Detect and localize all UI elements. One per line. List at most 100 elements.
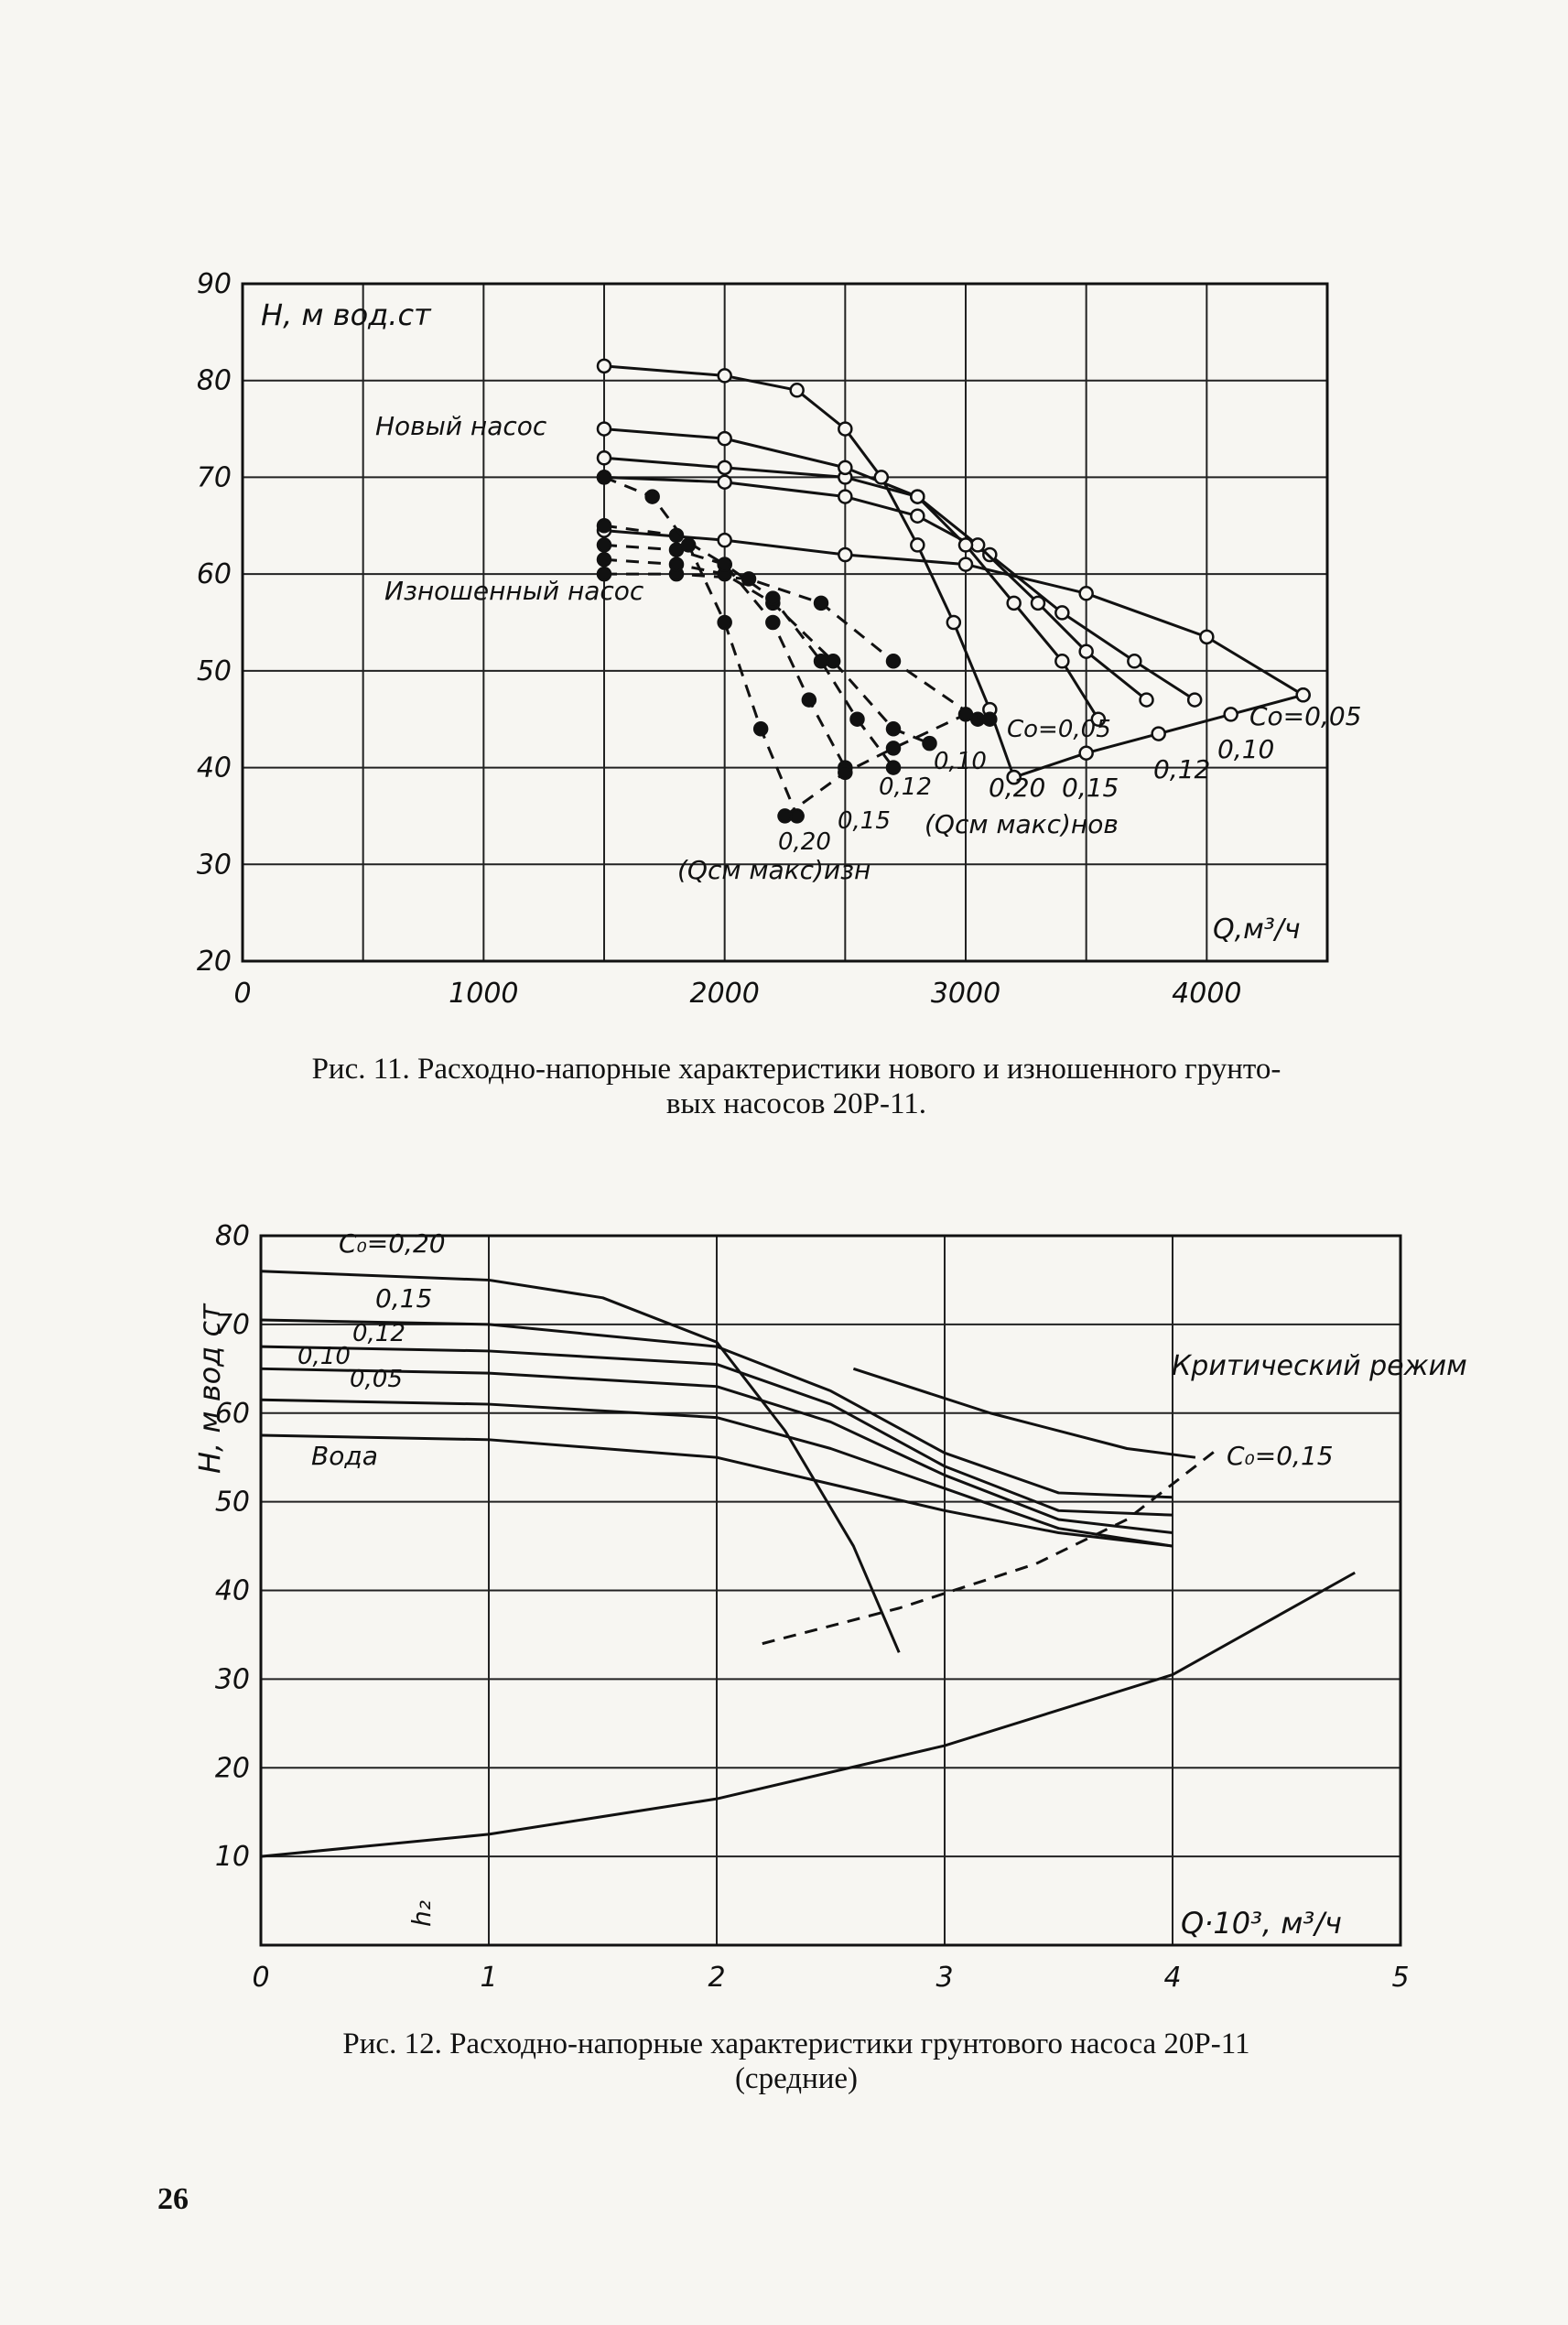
max-worn-label: (Qсм макс)изн bbox=[677, 855, 871, 885]
data-point bbox=[838, 489, 853, 504]
series-label: 0,20 bbox=[778, 828, 831, 856]
data-point bbox=[596, 421, 612, 437]
data-point bbox=[596, 470, 612, 485]
y-tick-label: 20 bbox=[215, 1752, 250, 1784]
series-line bbox=[260, 1433, 1173, 1548]
series-line bbox=[603, 364, 1016, 778]
data-point bbox=[1223, 707, 1238, 722]
series-line bbox=[784, 712, 990, 817]
series-line bbox=[260, 1398, 1173, 1548]
worn-pump-label: Изношенный насос bbox=[384, 576, 644, 606]
data-point bbox=[946, 614, 962, 631]
data-point bbox=[596, 518, 612, 534]
chart-axes bbox=[259, 1234, 1402, 1947]
y-tick-label: 60 bbox=[197, 558, 232, 590]
series-label: 0,05 bbox=[350, 1366, 403, 1393]
data-point bbox=[596, 537, 612, 553]
data-point bbox=[680, 537, 697, 553]
y-tick-label: 50 bbox=[197, 655, 232, 687]
series-label: 0,15 bbox=[375, 1283, 432, 1314]
series-label: 0,10 bbox=[934, 748, 987, 775]
caption-line-2: вых насосов 20Р-11. bbox=[665, 1087, 927, 1120]
x-tick-label: 0 bbox=[233, 978, 251, 1010]
data-point bbox=[873, 470, 890, 485]
x-tick-label: 2 bbox=[708, 1962, 725, 1994]
data-point bbox=[1030, 595, 1046, 611]
data-point bbox=[644, 489, 660, 504]
y-tick-label: 90 bbox=[197, 268, 232, 300]
max-new-label: (Qсм макс)нов bbox=[925, 809, 1119, 839]
y-tick-label: 40 bbox=[215, 1575, 250, 1607]
plot-frame bbox=[259, 1234, 1402, 1947]
chart-series bbox=[596, 358, 1311, 824]
data-point bbox=[596, 566, 612, 582]
data-point bbox=[717, 460, 732, 476]
data-point bbox=[1199, 629, 1215, 645]
chart-series bbox=[260, 1270, 1356, 1858]
data-point bbox=[1090, 711, 1107, 727]
critical-mode-label: Критический режим bbox=[1172, 1350, 1467, 1382]
data-point bbox=[885, 654, 902, 669]
y-tick-label: 10 bbox=[215, 1841, 250, 1873]
series-line bbox=[852, 1367, 1196, 1459]
series-line bbox=[603, 476, 799, 817]
data-point bbox=[777, 808, 793, 824]
x-tick-label: 1 bbox=[480, 1962, 497, 1994]
series-line bbox=[260, 1345, 1173, 1517]
figure-11: 0 1000 2000 3000 4000 20 30 40 50 60 70 80 90 H, м в… bbox=[197, 268, 1362, 1010]
data-point bbox=[789, 383, 805, 398]
x-tick-label: 4 bbox=[1163, 1962, 1181, 1994]
data-point bbox=[717, 368, 732, 384]
x-axis-label: Q·10³, м³/ч bbox=[1181, 1906, 1342, 1941]
x-tick-label: 4000 bbox=[1172, 978, 1241, 1010]
series-label: C₀=0,15 bbox=[1227, 1441, 1334, 1471]
series-line bbox=[762, 1447, 1219, 1646]
series-line bbox=[260, 1571, 1356, 1858]
x-axis-label: Q,м³/ч bbox=[1213, 914, 1301, 946]
data-point bbox=[838, 421, 853, 437]
figure-11-caption: Рис. 11. Расходно-напорные характеристик… bbox=[183, 1053, 1410, 1122]
plot-frame bbox=[241, 282, 1329, 963]
data-point bbox=[752, 721, 769, 737]
data-point bbox=[957, 707, 974, 722]
data-point bbox=[717, 430, 732, 447]
series-line bbox=[260, 1270, 901, 1653]
data-point bbox=[1127, 654, 1142, 669]
data-point bbox=[957, 537, 974, 553]
series-line bbox=[603, 475, 1195, 701]
data-point bbox=[668, 557, 685, 572]
data-point bbox=[717, 614, 732, 631]
tick-labels: 0 1 2 3 4 5 10 20 30 40 50 60 70 80 bbox=[215, 1220, 1410, 1994]
caption-line-1: Рис. 12. Расходно-напорные характеристик… bbox=[342, 2028, 1250, 2060]
series-label: Вода bbox=[311, 1441, 378, 1471]
x-tick-label: 0 bbox=[252, 1962, 269, 1994]
figure-12-caption: Рис. 12. Расходно-напорные характеристик… bbox=[183, 2028, 1410, 2097]
x-tick-label: 1000 bbox=[449, 978, 518, 1010]
y-axis-label: H, м вод.ст bbox=[261, 297, 432, 332]
data-point bbox=[668, 542, 685, 557]
y-axis-label: H, м вод ст bbox=[192, 1303, 227, 1474]
series-label: C₀=0,20 bbox=[339, 1228, 446, 1259]
y-tick-label: 30 bbox=[197, 849, 232, 881]
data-point bbox=[1054, 605, 1070, 621]
series-label: Co=0,05 bbox=[1007, 716, 1111, 743]
series-line bbox=[603, 456, 1148, 701]
chart-axes bbox=[241, 282, 1329, 963]
data-point bbox=[885, 760, 902, 775]
data-point bbox=[838, 764, 853, 781]
data-point bbox=[813, 654, 829, 669]
series-label: 0,15 bbox=[838, 807, 891, 835]
data-point bbox=[838, 460, 853, 476]
x-tick-label: 3000 bbox=[931, 978, 1000, 1010]
data-point bbox=[910, 489, 925, 504]
caption-line-2: (средние) bbox=[734, 2061, 859, 2095]
data-point bbox=[910, 537, 925, 553]
y-tick-label: 20 bbox=[197, 946, 232, 978]
data-point bbox=[825, 654, 841, 669]
series-label: 0,12 bbox=[352, 1320, 406, 1347]
h2-label: h₂ bbox=[406, 1900, 437, 1927]
data-point bbox=[765, 614, 781, 631]
data-point bbox=[596, 552, 612, 568]
data-point bbox=[596, 450, 612, 466]
